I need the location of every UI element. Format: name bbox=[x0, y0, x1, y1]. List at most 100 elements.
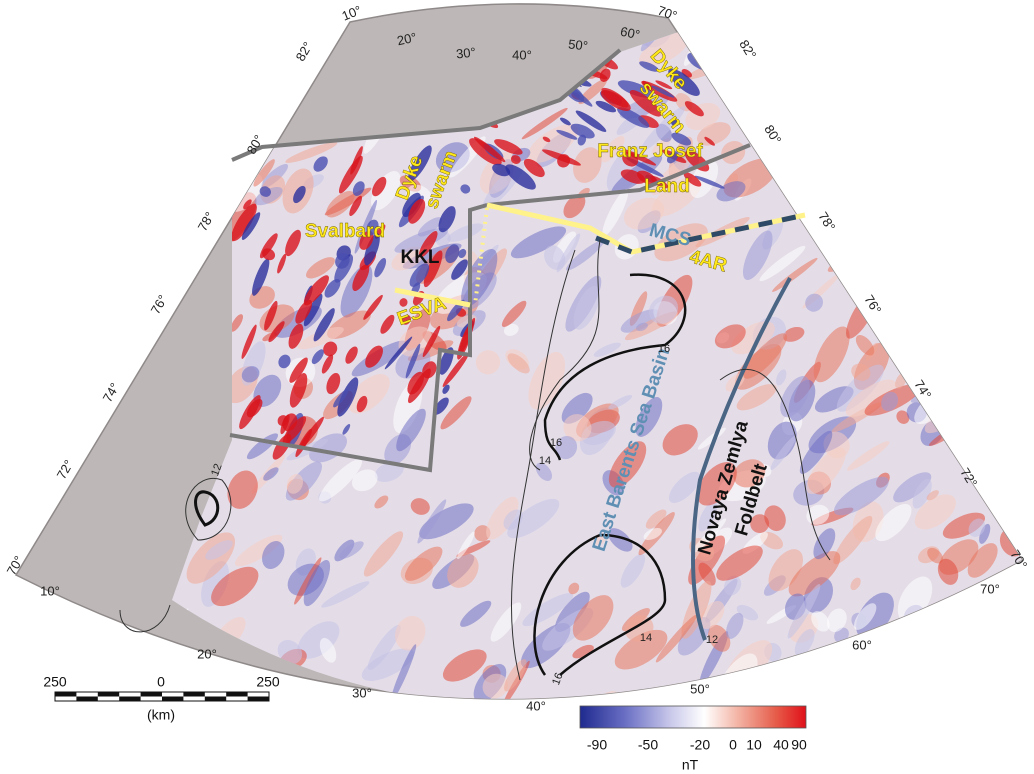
anomaly bbox=[846, 140, 874, 167]
label: 20° bbox=[197, 646, 217, 661]
anomaly bbox=[512, 727, 534, 751]
anomaly bbox=[836, 77, 889, 134]
anomaly bbox=[887, 108, 925, 172]
anomaly bbox=[856, 185, 889, 223]
label: Svalbard bbox=[305, 221, 385, 242]
anomaly bbox=[1013, 66, 1034, 102]
anomaly bbox=[747, 73, 788, 101]
label: -90 bbox=[587, 737, 607, 753]
anomaly bbox=[864, 133, 892, 165]
anomaly bbox=[897, 65, 916, 86]
anomaly bbox=[814, 69, 845, 102]
page: { "graticule": { "top": ["10°", "20°", "… bbox=[0, 0, 1034, 774]
scale-check bbox=[98, 692, 119, 697]
label: 78° bbox=[195, 209, 218, 234]
anomaly bbox=[958, 293, 997, 339]
anomaly bbox=[680, 11, 726, 69]
anomaly bbox=[817, 51, 858, 102]
anomaly bbox=[981, 225, 1034, 279]
anomaly bbox=[825, 235, 884, 277]
label: 16 bbox=[550, 437, 562, 449]
anomaly bbox=[1005, 168, 1022, 185]
anomaly bbox=[241, 34, 285, 79]
label: 90 bbox=[791, 737, 807, 753]
label: 30° bbox=[352, 685, 372, 700]
anomaly bbox=[954, 609, 1013, 671]
anomaly bbox=[707, 679, 729, 709]
anomaly bbox=[863, 91, 878, 107]
anomaly bbox=[904, 108, 947, 154]
label: (km) bbox=[147, 707, 175, 723]
anomaly bbox=[885, 690, 917, 716]
label: 50° bbox=[690, 681, 710, 696]
anomaly bbox=[909, 216, 959, 265]
anomaly bbox=[751, 684, 781, 707]
label: 0 bbox=[729, 737, 737, 753]
anomaly bbox=[223, 56, 275, 98]
anomaly bbox=[845, 718, 884, 766]
anomaly bbox=[889, 663, 931, 713]
anomaly bbox=[955, 686, 1001, 753]
label: 40° bbox=[512, 47, 532, 62]
anomaly bbox=[980, 72, 1000, 92]
scale-bar bbox=[55, 692, 269, 701]
anomaly bbox=[151, 170, 200, 207]
label: 10° bbox=[40, 583, 60, 598]
scale-check bbox=[226, 692, 247, 697]
label: 82° bbox=[736, 37, 759, 62]
scale-check bbox=[205, 697, 226, 702]
anomaly bbox=[837, 211, 866, 241]
anomaly bbox=[987, 359, 1011, 382]
anomaly bbox=[998, 158, 1032, 193]
anomaly bbox=[865, 197, 884, 221]
anomaly bbox=[964, 267, 1030, 315]
anomaly bbox=[496, 710, 529, 731]
scale-check bbox=[141, 692, 162, 697]
anomaly bbox=[852, 71, 877, 97]
scale-check bbox=[55, 692, 76, 697]
label: 30° bbox=[455, 44, 476, 61]
label: -20 bbox=[690, 737, 710, 753]
label: 14 bbox=[539, 455, 551, 467]
anomaly bbox=[221, 26, 263, 63]
anomaly bbox=[945, 164, 978, 197]
label: 250 bbox=[256, 674, 280, 690]
label: 16 bbox=[658, 343, 670, 355]
label: 10 bbox=[746, 737, 762, 753]
anomaly bbox=[191, 665, 217, 691]
anomaly bbox=[204, 78, 239, 115]
anomaly bbox=[935, 57, 969, 83]
anomaly bbox=[283, 681, 318, 713]
anomaly bbox=[765, 677, 813, 705]
anomaly bbox=[903, 200, 941, 250]
label: 76° bbox=[148, 292, 171, 317]
anomaly bbox=[996, 620, 1027, 655]
anomaly bbox=[729, 60, 754, 95]
anomaly bbox=[881, 230, 925, 270]
anomaly bbox=[919, 144, 959, 178]
anomaly bbox=[973, 41, 1004, 74]
anomaly bbox=[345, 694, 407, 749]
anomaly bbox=[304, 699, 357, 756]
anomaly bbox=[218, 83, 270, 133]
anomaly bbox=[175, 49, 212, 100]
anomaly bbox=[882, 141, 924, 193]
anomaly bbox=[258, 34, 299, 73]
label: 76° bbox=[861, 292, 884, 317]
anomaly bbox=[841, 649, 888, 709]
anomaly bbox=[903, 639, 958, 703]
anomaly bbox=[1015, 47, 1034, 66]
anomaly bbox=[967, 402, 1016, 446]
anomaly bbox=[967, 28, 1022, 68]
anomaly bbox=[933, 190, 971, 222]
anomaly bbox=[210, 33, 244, 64]
anomaly bbox=[959, 701, 987, 733]
colorbar bbox=[580, 706, 806, 728]
anomaly bbox=[160, 159, 212, 202]
scale-check bbox=[76, 697, 97, 702]
anomaly bbox=[728, 92, 749, 115]
anomaly bbox=[930, 619, 956, 649]
anomaly bbox=[1015, 163, 1034, 187]
anomaly bbox=[959, 422, 994, 456]
anomaly bbox=[221, 79, 265, 120]
